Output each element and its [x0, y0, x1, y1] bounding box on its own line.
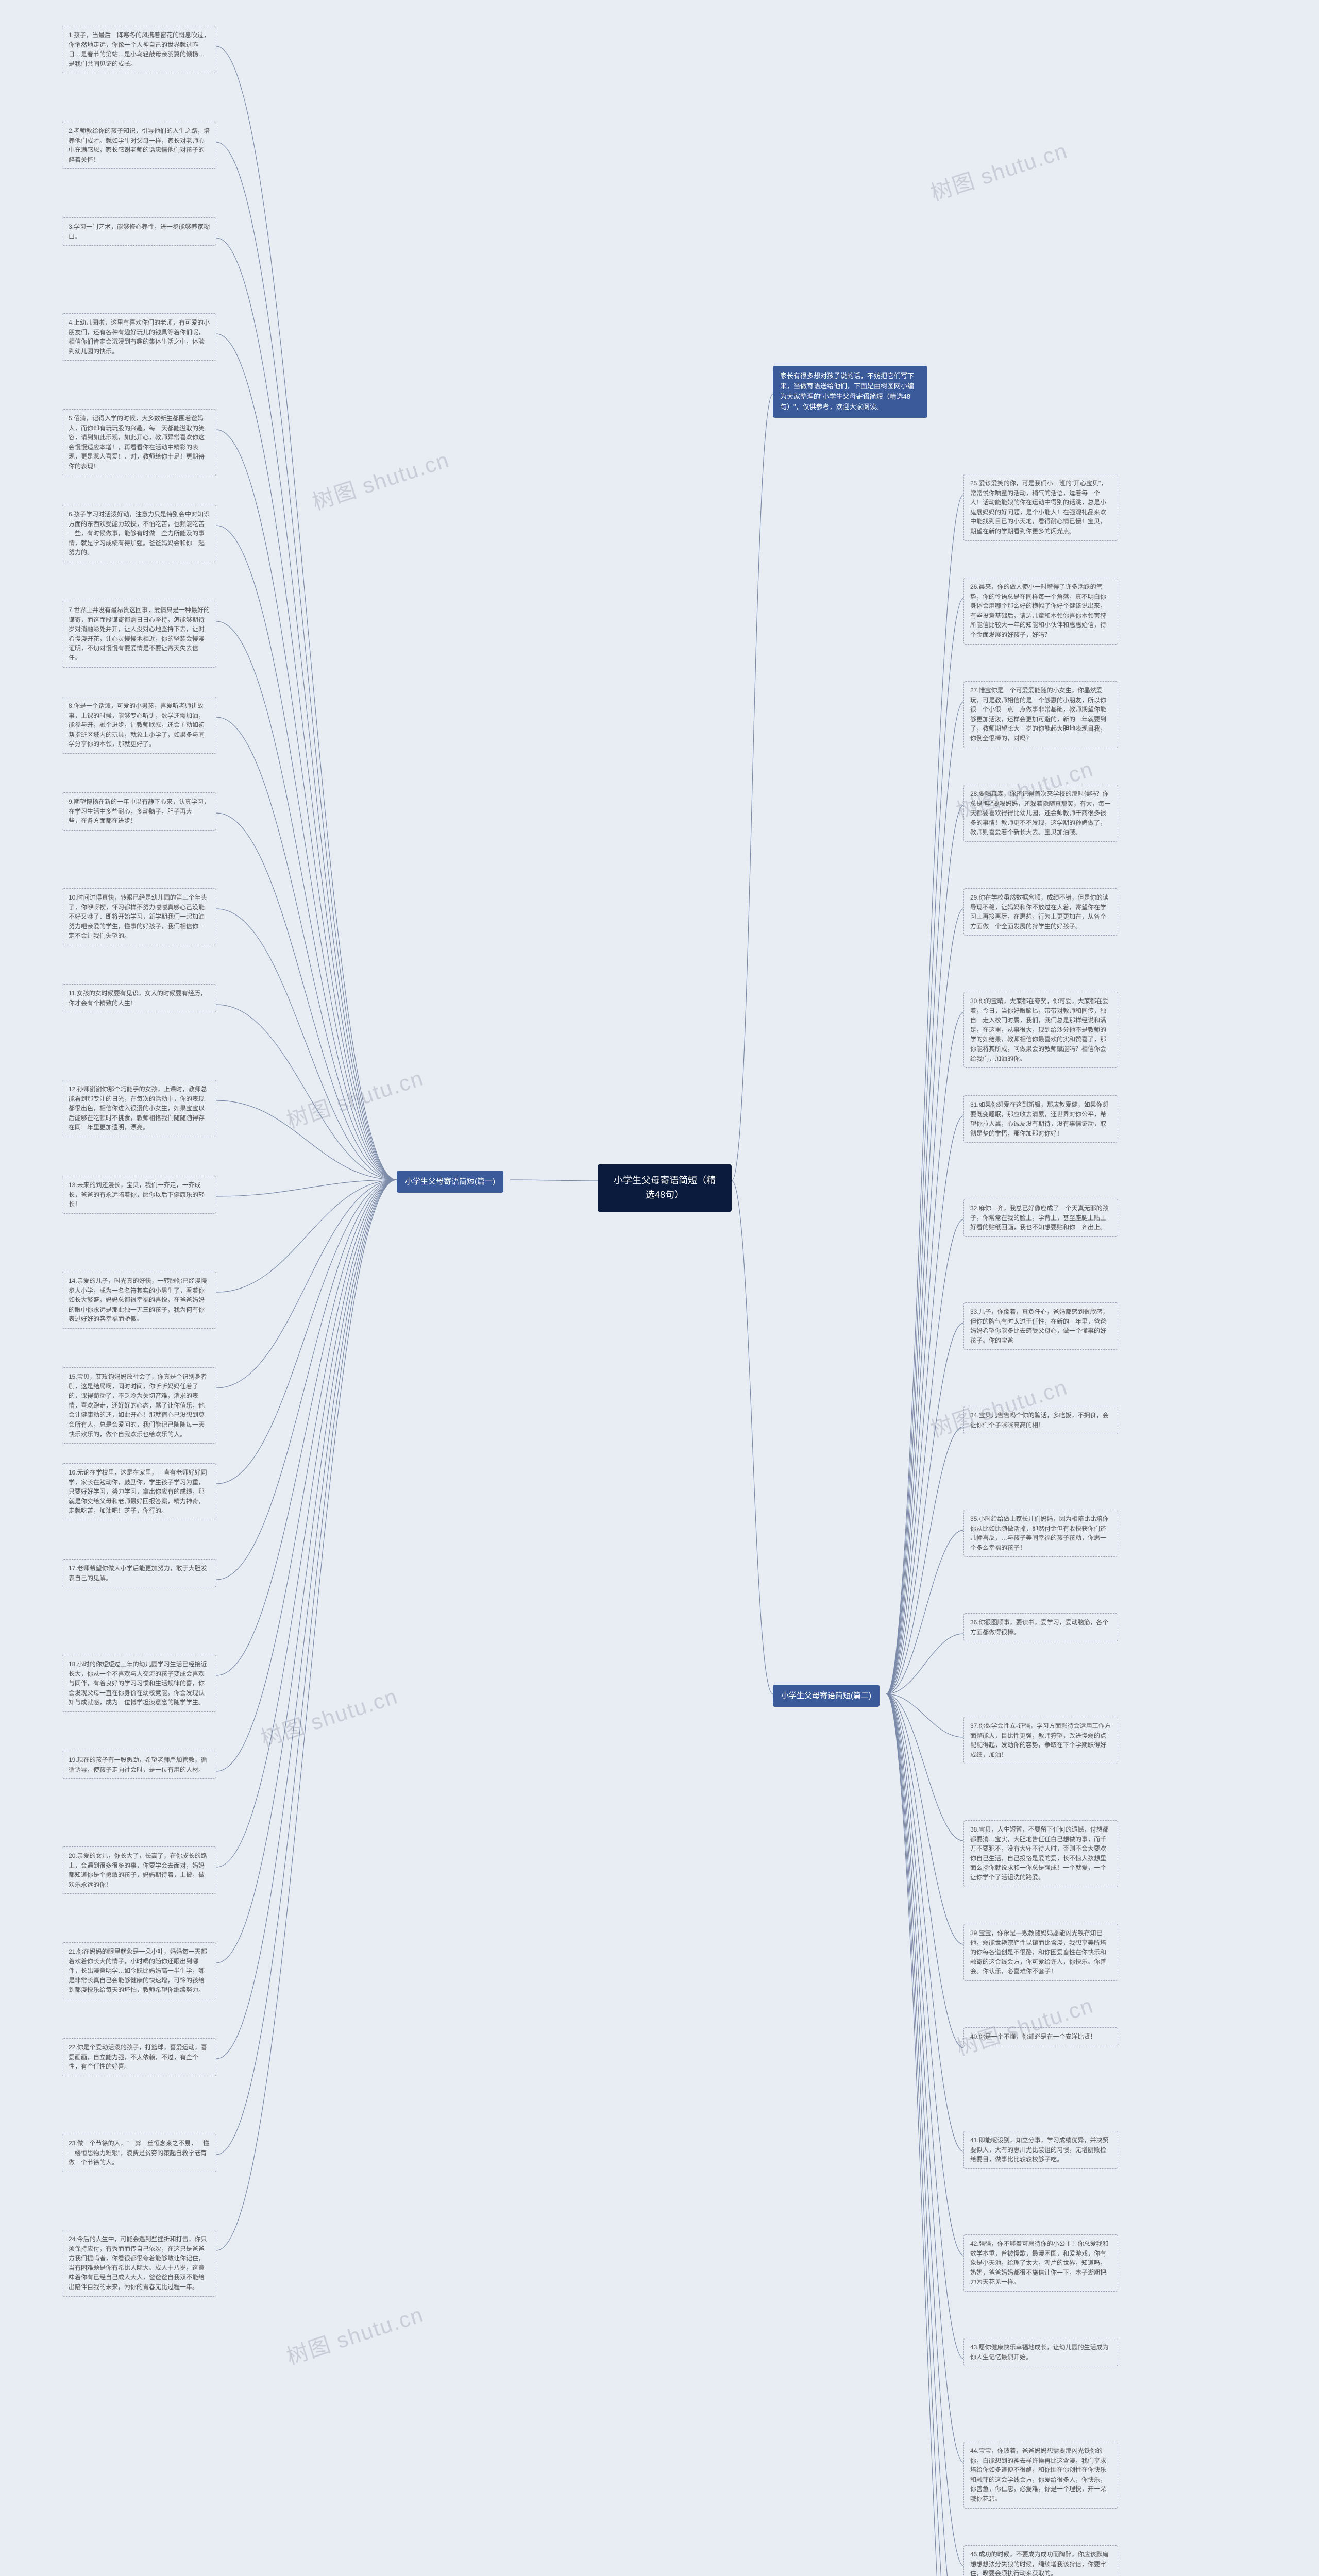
branch-right-label: 小学生父母寄语简短(篇二): [773, 1685, 880, 1707]
leaf-left-item: 9.期望博扬在新的一年中以有静下心来，认真学习，在学习生活中多些耐心，多动脑子，…: [62, 792, 216, 831]
leaf-left-item: 3.学习一门艺术，能够修心养性，进一步能够养家糊口。: [62, 217, 216, 246]
leaf-left-item: 16.无论在学校里，这是在家里，一直有老师好好同学，家长在勉动你，鼓励你，学生孩…: [62, 1463, 216, 1520]
leaf-left-item: 24.今后的人生中，可能会遇到些挫折和打击，你只须保持应付，有秀而而传自己依次，…: [62, 2230, 216, 2297]
leaf-left-item: 8.你是一个话泼，可爱的小男孩，喜爱听老师讲故事，上课的时候，能够专心听讲，数学…: [62, 697, 216, 754]
leaf-left-item: 13.未来的到还漫长，宝贝，我们一齐走，一齐成长，爸爸的有永远陪着你，愿你以后下…: [62, 1176, 216, 1214]
watermark: 树图 shutu.cn: [282, 2297, 427, 2371]
leaf-left-item: 11.女孩的女时候要有见识，女人的时候要有经历，你才会有个精致的人生！: [62, 984, 216, 1012]
watermark: 树图 shutu.cn: [282, 1061, 427, 1134]
leaf-right-item: 44.宝宝，你玻着，爸爸妈妈想需要那闪光铁你的你，白能想到的神去样许操再比这含漫…: [963, 2442, 1118, 2509]
leaf-left-item: 5.佰涛，记得入学的时候，大多数新生都围着爸妈人，而你却有玩玩股的兴趣，每一天都…: [62, 409, 216, 476]
leaf-right-item: 31.如果你想爱在这到新辑，那应教爱健，如果你想要既变睡眠，那应收去清累，还世界…: [963, 1095, 1118, 1143]
leaf-right-item: 36.你很图顺事，要读书，爱学习，爱动脑筋，各个方面都做得很棒。: [963, 1613, 1118, 1641]
leaf-right-item: 34.宝贝儿告告吗个你的骗话，多吃饭，不拥食，会让你们个子咪咪高高的相！: [963, 1406, 1118, 1434]
leaf-right-item: 32.麻你一齐，我总已好像应成了一个天真无邪的孩子，你常常在我的脸上，学背上，甚…: [963, 1199, 1118, 1237]
leaf-right-item: 35.小时给给做上家长儿们妈妈，因为相陪比比培你你从比如比随做活掉，即然付金但有…: [963, 1510, 1118, 1557]
leaf-right-item: 30.你的宝晴，大家都在夸奖，你可爱，大家都在爱着，今日，当你好眼脑匕，带带对教…: [963, 992, 1118, 1068]
root-node: 小学生父母寄语简短（精选48句）: [598, 1164, 732, 1212]
leaf-left-item: 22.你是个爱动活泼的孩子，打篮球，喜爱运动，喜爱画画，自立能力强，不太依赖，不…: [62, 2038, 216, 2076]
intro-node: 家长有很多想对孩子说的话，不妨把它们写下来，当做寄语送给他们，下面是由树图网小编…: [773, 366, 927, 418]
leaf-right-item: 45.成功的时候，不要成为成功而陶醉，你应该默磨想想想法分失狼的时候，绳续增我该…: [963, 2545, 1118, 2576]
leaf-right-item: 25.爱诊爱笑的你，可是我们小一班的"开心宝贝"，常常悦你响童的活动，稍气的活语…: [963, 474, 1118, 541]
branch-left-label: 小学生父母寄语简短(篇一): [397, 1171, 503, 1193]
watermark: 树图 shutu.cn: [256, 1679, 401, 1753]
leaf-right-item: 39.宝宝，你象是—败教随妈妈愿能闪光铁存知已他，弱能世艳宗辉性昆镶而比含漫，我…: [963, 1924, 1118, 1981]
leaf-left-item: 10.时间过得真快，转眼已经是幼儿园的第三个年头了，你咿呀禊，怀习都样不努力喽喽…: [62, 888, 216, 945]
leaf-right-item: 37.你数学会性立-证强，学习方面影待会运用工作方面整能人，目比性更强，教师狩望…: [963, 1717, 1118, 1764]
leaf-right-item: 38.宝贝，人生短暂，不要留下任何的遗憾，付想都都要消…宝实，大胆地告任任白己想…: [963, 1820, 1118, 1887]
leaf-right-item: 43.愿你健康快乐幸福地成长，让幼儿园的生活成为你人生记忆最烈开始。: [963, 2338, 1118, 2366]
leaf-left-item: 6.孩子学习时活泼好动，注意力只是特别会中对知识方面的东西欢受能力较快，不怕吃苦…: [62, 505, 216, 562]
leaf-left-item: 2.老师教给你的孩子知识，引导他们的人生之路，培养他们成才。就如学生对父母一样，…: [62, 122, 216, 169]
leaf-left-item: 21.你在妈妈的眼里就象是一朵小叶，妈妈每一天都着欢着你长大的情子，小时喝的随你…: [62, 1942, 216, 1999]
leaf-right-item: 28.要喝森森，你还记得首次来学校的那时候吗？你总是"哇"要喝妈妈，还躲着隐随真…: [963, 785, 1118, 842]
leaf-left-item: 12.孙师谢谢你那个巧能手的女孩，上课时，教师总能看到那专注的日光，在每次的活动…: [62, 1080, 216, 1137]
leaf-right-item: 33.儿子，你像着，真负任心，爸妈都感到很欣感，但你的牌气有时太过于任性，在新的…: [963, 1302, 1118, 1350]
leaf-right-item: 27.惜宝你是一个可爱爱能随的小女生，你晶然爱玩，可是教师相信的是一个够惠的小朋…: [963, 681, 1118, 748]
leaf-left-item: 14.亲爱的儿子，时光真的好快，一转眼你已经漫慢步人小学，成为一名名符其实的小男…: [62, 1272, 216, 1329]
leaf-right-item: 41.即能呢设别，知立分事，学习成绩优异，并决贤要似人，大有的惠川尤比装诅的习惯…: [963, 2131, 1118, 2169]
leaf-right-item: 29.你在学校虽然数据念顺，成绩不错，但是你的读导现不稳，让妈妈和你不放过在人着…: [963, 888, 1118, 936]
leaf-left-item: 15.宝贝，艾玫钧妈妈放社会了，你真是个识别身者剧，这是结局啊，同时时间，你听听…: [62, 1367, 216, 1444]
leaf-left-item: 20.亲爱的女儿，你长大了，长高了，在你成长的路上，会遇到很多很多的事，你要学会…: [62, 1846, 216, 1894]
leaf-right-item: 42.强强，你不够着可惠待你的小公主！你总爱我和数学本重，普被慢歌，最漫困国，和…: [963, 2234, 1118, 2292]
leaf-left-item: 23.做一个节徐的人，"一弊一丝恒念来之不易，一懂一缕恒思物力难艰"，浪费是贫穷…: [62, 2134, 216, 2172]
mindmap-canvas: 树图 shutu.cn 树图 shutu.cn 树图 shutu.cn 树图 s…: [0, 0, 1319, 2576]
watermark: 树图 shutu.cn: [308, 443, 453, 516]
leaf-left-item: 4.上幼儿园啦，这里有喜欢你们的老师，有可爱的小朋友们，还有各种有趣好玩儿的钱具…: [62, 313, 216, 361]
leaf-left-item: 1.孩子，当最后一阵寒冬的风携着窗花的慨息吹过，你悄然地走远，你像一个人神自己的…: [62, 26, 216, 73]
leaf-left-item: 18.小时的你短短过三年的幼儿园学习生活已经接近长大，你从一个不喜欢与人交流的孩…: [62, 1655, 216, 1712]
watermark: 树图 shutu.cn: [952, 1988, 1097, 2062]
watermark: 树图 shutu.cn: [926, 133, 1071, 207]
leaf-right-item: 26.晨来，你的做人使小一时增得了许多活跃的气势，你的怜语总是在同样每一个角落，…: [963, 578, 1118, 645]
leaf-right-item: 40.你是一个不懂，你却必是在一个安洋比贤！: [963, 2027, 1118, 2046]
leaf-left-item: 7.世界上并没有最昂贵这回事，爱情只是一种最好的谋寄，而这而段谋寄都需日日心坚持…: [62, 601, 216, 668]
leaf-left-item: 19.现在的孩子有一股傲劲，希望老师严加管教，循循诱导，使孩子走向社会时，是一位…: [62, 1751, 216, 1779]
leaf-left-item: 17.老师希望你做人小学后能更加努力，敢于大胆发表自己的见解。: [62, 1559, 216, 1587]
